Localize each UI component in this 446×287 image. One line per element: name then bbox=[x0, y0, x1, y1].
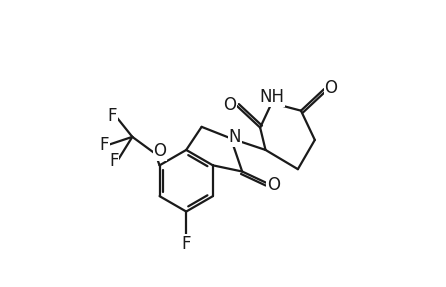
Text: F: F bbox=[182, 235, 191, 253]
Text: O: O bbox=[267, 176, 280, 194]
Text: N: N bbox=[228, 128, 241, 146]
Text: F: F bbox=[107, 107, 117, 125]
Text: F: F bbox=[100, 135, 109, 154]
Text: O: O bbox=[153, 142, 166, 160]
Text: O: O bbox=[223, 96, 237, 114]
Text: O: O bbox=[325, 79, 338, 96]
Text: NH: NH bbox=[259, 88, 284, 106]
Text: F: F bbox=[109, 152, 119, 170]
